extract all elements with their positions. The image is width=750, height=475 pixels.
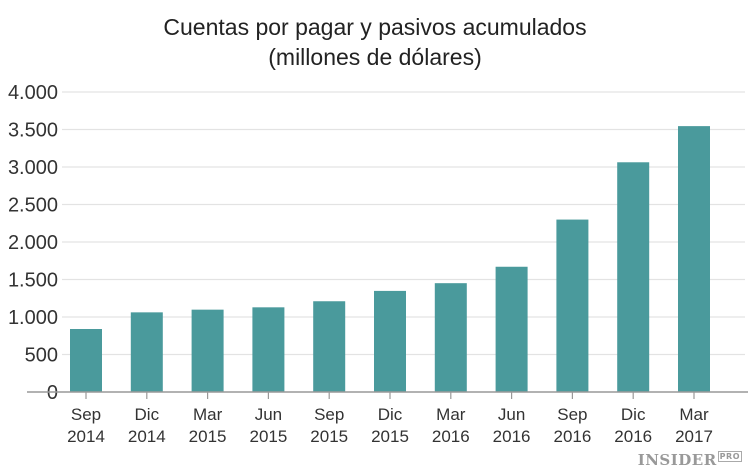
y-tick-label: 1.000 xyxy=(8,307,58,329)
x-tick-label: Sep xyxy=(557,405,587,424)
bar xyxy=(252,307,285,392)
x-tick-label: Mar xyxy=(436,405,466,424)
y-tick-label: 500 xyxy=(25,345,58,367)
x-tick-label: 2014 xyxy=(67,427,105,446)
bar xyxy=(191,309,224,392)
x-tick-label: Dic xyxy=(621,405,646,424)
x-tick-label: Mar xyxy=(679,405,709,424)
x-tick-label: 2016 xyxy=(614,427,652,446)
chart-subtitle: (millones de dólares) xyxy=(268,44,482,70)
x-tick-label: Mar xyxy=(193,405,223,424)
x-tick-label: Jun xyxy=(498,405,525,424)
bar xyxy=(434,283,467,392)
y-tick-label: 2.000 xyxy=(8,232,58,254)
bar xyxy=(556,219,589,392)
x-tick-label: 2015 xyxy=(371,427,409,446)
x-tick-label: 2016 xyxy=(493,427,531,446)
x-tick-label: Sep xyxy=(71,405,101,424)
logo-text: INSIDER xyxy=(637,451,717,469)
bar xyxy=(678,126,710,392)
bar xyxy=(130,312,163,392)
x-tick-label: Dic xyxy=(135,405,160,424)
bar xyxy=(70,329,102,392)
y-tick-label: 3.500 xyxy=(8,120,58,142)
x-tick-label: 2017 xyxy=(675,427,713,446)
x-tick-label: 2015 xyxy=(249,427,287,446)
bar xyxy=(374,290,406,392)
x-tick-label: 2015 xyxy=(310,427,348,446)
bar xyxy=(313,301,346,392)
y-tick-label: 1.500 xyxy=(8,270,58,292)
logo-sup: PRO xyxy=(717,451,742,462)
x-tick-label: Sep xyxy=(314,405,344,424)
y-tick-label: 4.000 xyxy=(8,82,58,104)
x-tick-label: 2015 xyxy=(189,427,227,446)
x-tick-label: Dic xyxy=(378,405,403,424)
x-tick-label: 2016 xyxy=(432,427,470,446)
insider-pro-logo: INSIDER PRO xyxy=(638,451,742,469)
y-tick-label: 2.500 xyxy=(8,195,58,217)
x-tick-label: Jun xyxy=(255,405,282,424)
x-tick-label: 2014 xyxy=(128,427,166,446)
chart-title: Cuentas por pagar y pasivos acumulados xyxy=(163,14,587,40)
y-tick-label: 3.000 xyxy=(8,157,58,179)
y-tick-label: 0 xyxy=(47,382,58,404)
bar xyxy=(495,266,528,392)
bar xyxy=(617,162,650,392)
x-tick-label: 2016 xyxy=(553,427,591,446)
